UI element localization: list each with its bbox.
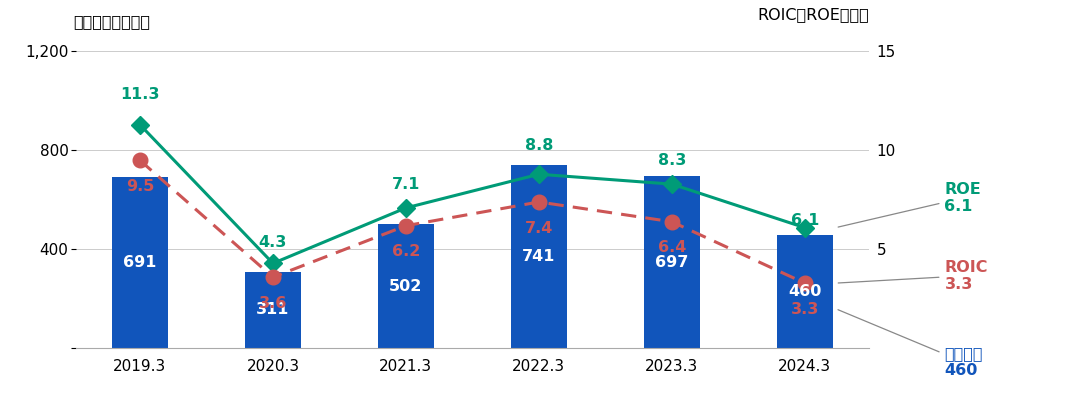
Text: 経常利益
460: 経常利益 460 bbox=[838, 310, 983, 378]
Text: 経常利益（億円）: 経常利益（億円） bbox=[74, 14, 151, 29]
Text: 502: 502 bbox=[389, 279, 422, 294]
Text: 6.1: 6.1 bbox=[791, 213, 819, 228]
Bar bbox=[112, 177, 168, 348]
Text: ROIC
3.3: ROIC 3.3 bbox=[838, 259, 988, 292]
Text: 697: 697 bbox=[655, 255, 689, 270]
Text: 7.4: 7.4 bbox=[525, 221, 553, 236]
Text: 7.1: 7.1 bbox=[392, 177, 420, 192]
Text: 8.8: 8.8 bbox=[525, 138, 553, 153]
Text: 3.3: 3.3 bbox=[791, 302, 819, 317]
Bar bbox=[378, 224, 433, 348]
Text: 3.6: 3.6 bbox=[258, 296, 287, 311]
Text: 6.4: 6.4 bbox=[658, 240, 686, 255]
Bar bbox=[245, 272, 301, 348]
Text: 4.3: 4.3 bbox=[258, 235, 287, 250]
Text: ROE
6.1: ROE 6.1 bbox=[838, 182, 982, 227]
Text: 9.5: 9.5 bbox=[126, 179, 154, 194]
Text: 460: 460 bbox=[788, 284, 821, 299]
Bar bbox=[512, 165, 567, 348]
Text: 311: 311 bbox=[256, 303, 290, 318]
Text: 691: 691 bbox=[124, 255, 156, 270]
Text: 11.3: 11.3 bbox=[121, 88, 160, 103]
Text: ROIC、ROE（％）: ROIC、ROE（％） bbox=[757, 7, 869, 22]
Bar bbox=[644, 176, 699, 348]
Text: 741: 741 bbox=[522, 249, 556, 264]
Text: 6.2: 6.2 bbox=[392, 244, 420, 259]
Bar bbox=[776, 234, 833, 348]
Text: 8.3: 8.3 bbox=[658, 153, 686, 168]
